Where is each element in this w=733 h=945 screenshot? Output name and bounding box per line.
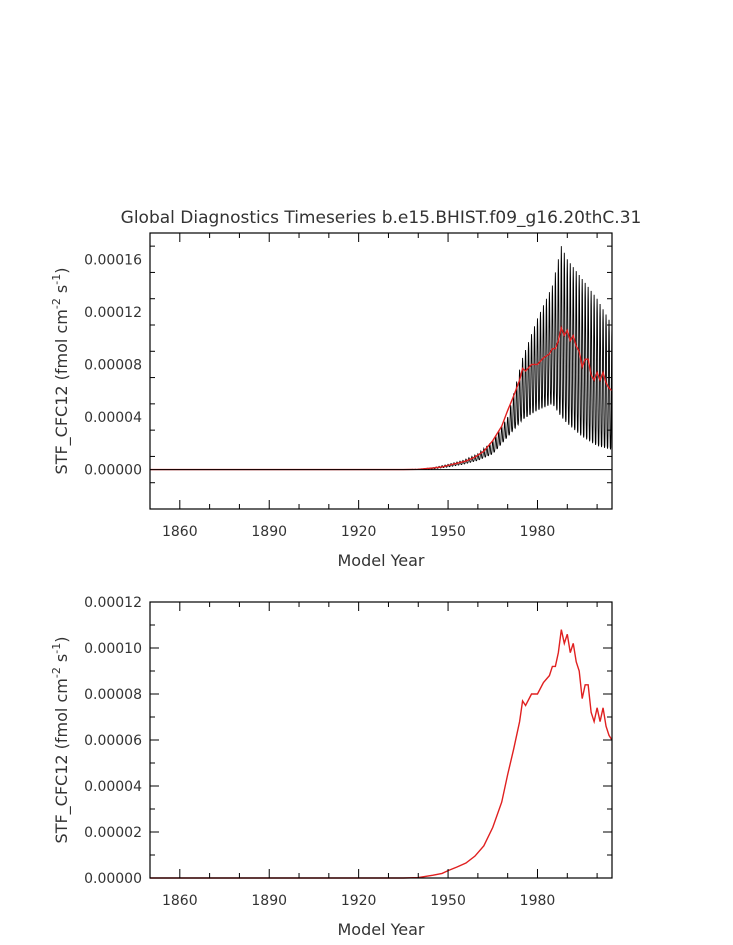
y-axis-label-superscript: -1: [50, 643, 63, 654]
bottom-panel: 1860 1890 1920 1950 1980 0.00000 0.00002 0.0000…: [50, 595, 613, 939]
x-tick-label: 1980: [520, 524, 556, 540]
plot-frame: [149, 601, 613, 879]
top-panel: Global Diagnostics Timeseries b.e15.BHIS…: [50, 208, 641, 570]
series-group: [150, 629, 613, 879]
y-tick-label: 0.00004: [84, 410, 142, 426]
y-tick-label: 0.00002: [84, 825, 142, 841]
x-tick-label: 1890: [251, 893, 287, 909]
y-tick-label: 0.00004: [84, 779, 142, 795]
y-tick-label: 0.00000: [84, 871, 142, 887]
x-tick-label: 1950: [430, 893, 466, 909]
y-axis-label-part: s: [52, 285, 71, 298]
x-tick-label: 1890: [251, 524, 287, 540]
y-axis-label-part: ): [52, 268, 71, 274]
y-axis-label-superscript: -1: [50, 274, 63, 285]
y-axis-label-part: s: [52, 654, 71, 667]
x-tick-label: 1860: [162, 524, 198, 540]
y-tick-label: 0.00010: [84, 641, 142, 657]
annual-mean-series-line: [150, 325, 613, 471]
plot-frame: [149, 232, 613, 510]
annual-mean-series-line: [150, 629, 613, 879]
y-tick-label: 0.00012: [84, 305, 142, 321]
y-tick-label: 0.00016: [84, 252, 142, 268]
x-tick-label: 1980: [520, 893, 556, 909]
y-axis-label-superscript: -2: [50, 298, 63, 309]
y-axis-label-part: STF_CFC12 (fmol cm: [52, 678, 72, 843]
y-tick-label: 0.00008: [84, 687, 142, 703]
x-tick-label: 1860: [162, 893, 198, 909]
y-axis-label-superscript: -2: [50, 667, 63, 678]
x-tick-label: 1950: [430, 524, 466, 540]
chart-title: Global Diagnostics Timeseries b.e15.BHIS…: [121, 208, 642, 228]
x-axis-label: Model Year: [338, 920, 425, 939]
series-group: [150, 246, 613, 471]
y-axis-label-part: ): [52, 637, 71, 643]
y-tick-label: 0.00012: [84, 595, 142, 611]
y-tick-label: 0.00006: [84, 733, 142, 749]
y-axis-label: STF_CFC12 (fmol cm-2 s-1): [50, 637, 72, 844]
x-axis-label: Model Year: [338, 551, 425, 570]
y-axis-label-part: STF_CFC12 (fmol cm: [52, 309, 72, 474]
x-tick-label: 1920: [341, 893, 377, 909]
y-axis-label: STF_CFC12 (fmol cm-2 s-1): [50, 268, 72, 475]
y-tick-label: 0.00000: [84, 463, 142, 479]
y-tick-label: 0.00008: [84, 357, 142, 373]
x-tick-label: 1920: [341, 524, 377, 540]
